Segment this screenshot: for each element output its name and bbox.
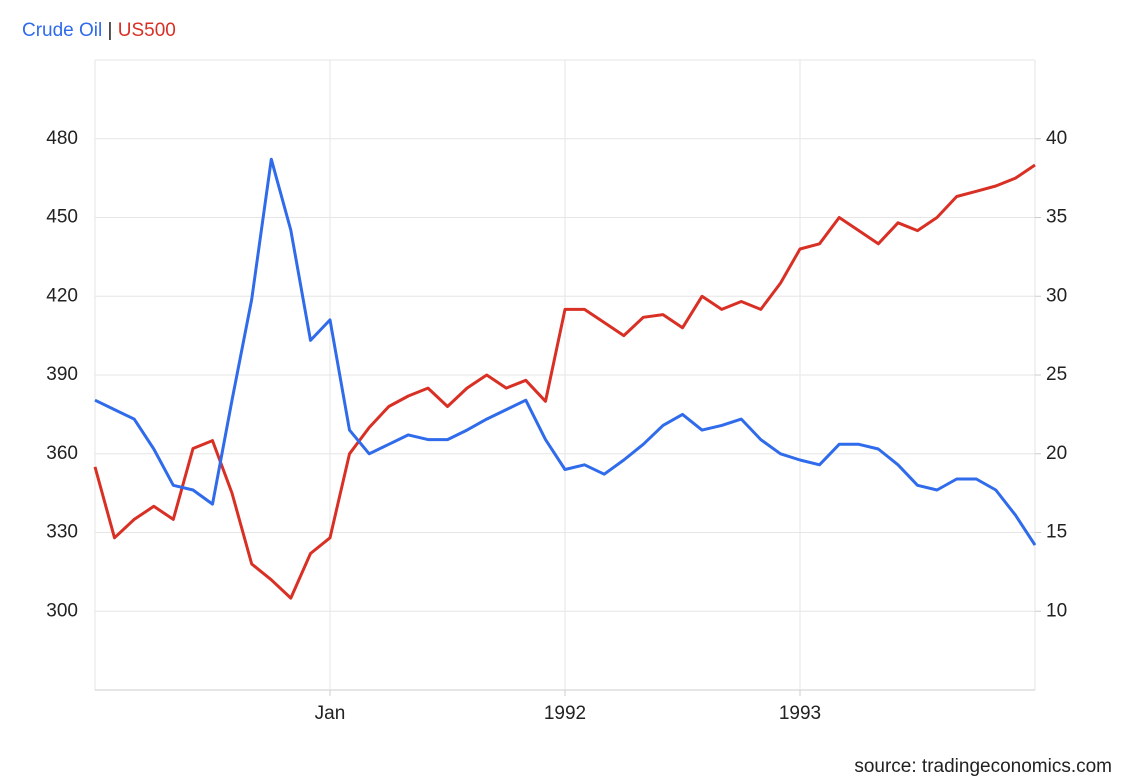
- y-tick-label: 300: [46, 600, 78, 621]
- y2-tick-label: 10: [1046, 600, 1067, 621]
- y2-tick-label: 20: [1046, 443, 1067, 464]
- y2-tick-label: 25: [1046, 364, 1067, 385]
- y-tick-label: 330: [46, 522, 78, 543]
- x-tick-label: 1992: [544, 703, 586, 724]
- y-tick-label: 450: [46, 207, 78, 228]
- x-tick-label: Jan: [315, 703, 346, 724]
- y2-tick-label: 30: [1046, 285, 1067, 306]
- y-tick-label: 390: [46, 364, 78, 385]
- source: source: tradingeconomics.com: [854, 756, 1112, 777]
- line-series: [94, 157, 1037, 546]
- y-tick-label: 360: [46, 443, 78, 464]
- y2-tick-label: 15: [1046, 522, 1067, 543]
- legend-entry: US500: [118, 20, 176, 41]
- y-tick-label: 420: [46, 285, 78, 306]
- line-series: [93, 163, 1036, 600]
- y2-tick-label: 40: [1046, 128, 1067, 149]
- legend-entry: Crude Oil: [22, 20, 102, 41]
- legend-separator: |: [108, 20, 113, 41]
- x-tick-label: 1993: [779, 703, 821, 724]
- y2-tick-label: 35: [1046, 207, 1067, 228]
- y-tick-label: 480: [46, 128, 78, 149]
- legend: Crude Oil | US500: [22, 20, 176, 41]
